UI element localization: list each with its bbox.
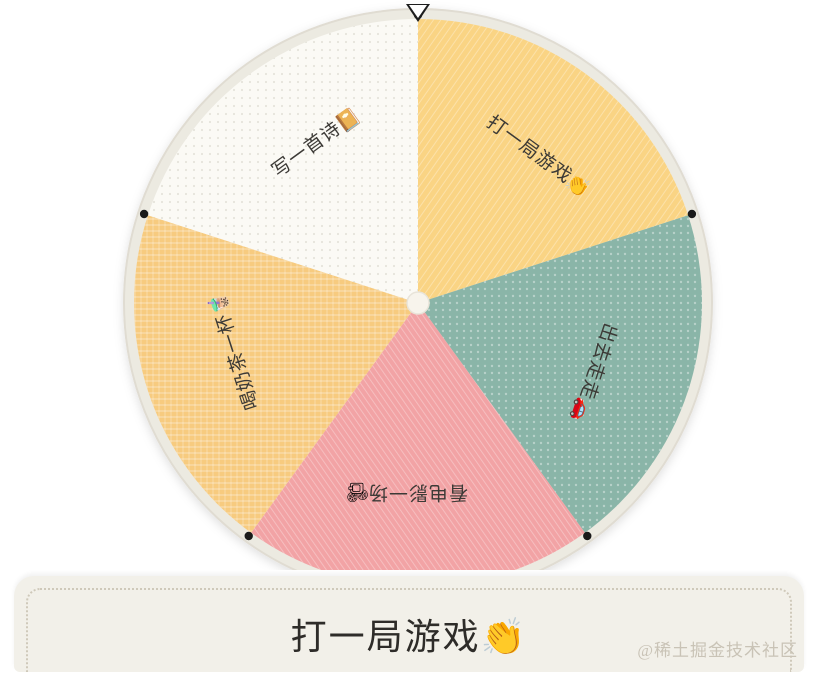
wheel-segment-label: 看电影一场📽 [345, 481, 468, 504]
wheel-segment-texture [134, 215, 419, 533]
film-projector-emoji: 📽 [345, 481, 369, 502]
result-text: 打一局游戏👏 [290, 617, 528, 657]
wheel-boundary-marker [139, 209, 149, 219]
watermark: @稀土掘金技术社区 [637, 641, 798, 660]
wheel-segment-texture [251, 303, 585, 570]
prize-wheel[interactable]: 打一局游戏 👏 出去走走 🚗 看电影一场 📽 喝奶茶一杯 🧋 写一首诗 📔 [0, 0, 820, 570]
wheel-segment-texture [418, 215, 702, 533]
wheel-center-hub[interactable] [406, 291, 430, 315]
wheel-boundary-marker [244, 531, 253, 541]
wheel-segment-texture [147, 19, 418, 303]
wheel-segment-label-text: 看电影一场 [368, 482, 468, 504]
result-panel: 打一局游戏👏 [14, 576, 804, 672]
wheel-segment-textures [134, 19, 702, 570]
wheel-segment-texture [418, 19, 689, 303]
wheel-boundary-marker [583, 531, 592, 541]
wheel-svg[interactable]: 打一局游戏👏出去走走🚗看电影一场📽喝奶茶一杯🧋写一首诗📔 [0, 0, 820, 570]
triangle-down-inner-icon [409, 5, 427, 18]
wheel-boundary-marker [687, 209, 697, 219]
